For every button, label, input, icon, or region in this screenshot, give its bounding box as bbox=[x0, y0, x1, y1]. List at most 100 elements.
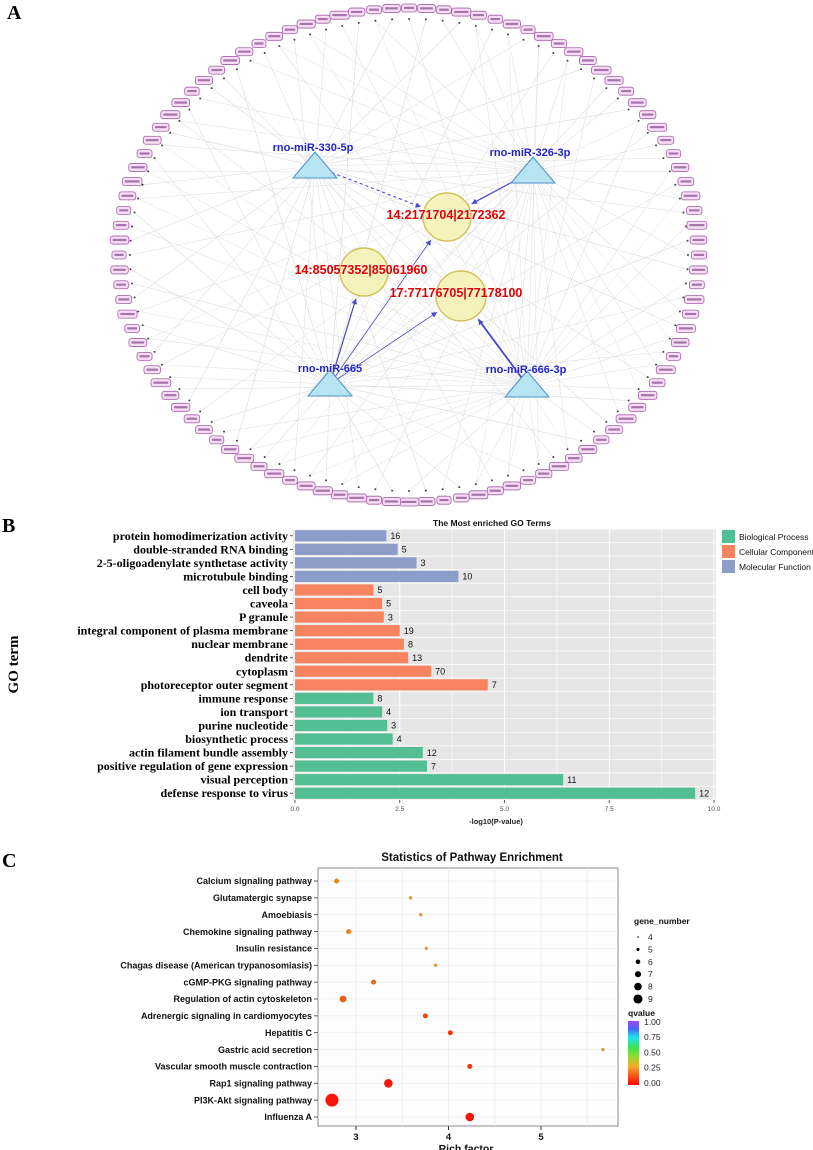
size-legend-label: 9 bbox=[648, 994, 653, 1004]
gene-node-anchor bbox=[178, 119, 181, 122]
pathway-label: Adrenergic signaling in cardiomyocytes bbox=[141, 1011, 312, 1021]
gene-node-text bbox=[489, 489, 501, 492]
gene-node-text bbox=[567, 50, 581, 53]
gene-node-text bbox=[351, 10, 363, 14]
pathway-dot bbox=[601, 1047, 605, 1052]
gene-node-text bbox=[401, 500, 417, 503]
gene-mirna-edge bbox=[507, 384, 528, 476]
legend-swatch bbox=[722, 545, 735, 558]
gene-mirna-edge bbox=[532, 170, 639, 390]
gene-mirna-edge bbox=[138, 170, 534, 312]
gene-mirna-edge bbox=[329, 240, 688, 385]
color-legend-tick-label: 0.75 bbox=[644, 1032, 661, 1042]
gene-mirna-edge bbox=[236, 165, 316, 441]
bar-count-label: 10 bbox=[462, 572, 472, 582]
gene-node-text bbox=[490, 17, 501, 21]
gene-node-anchor bbox=[458, 486, 461, 489]
gene-node-anchor bbox=[424, 489, 427, 492]
gene-node-anchor bbox=[522, 38, 525, 41]
gene-mirna-edge bbox=[279, 45, 534, 172]
gene-node-anchor bbox=[357, 21, 360, 24]
x-tick-label: 5 bbox=[538, 1132, 544, 1143]
gene-node-text bbox=[607, 79, 621, 82]
pathway-label: Amoebiasis bbox=[261, 910, 312, 920]
gene-node-anchor bbox=[687, 254, 689, 256]
gene-node-anchor bbox=[147, 170, 150, 173]
x-tick-label: 4 bbox=[446, 1132, 452, 1143]
gene-node-text bbox=[439, 498, 449, 502]
gene-node-anchor bbox=[222, 77, 225, 80]
gene-node-text bbox=[668, 355, 679, 358]
gene-node-text bbox=[114, 253, 124, 256]
gene-node-text bbox=[187, 90, 197, 93]
color-legend-tick-label: 0.50 bbox=[644, 1047, 661, 1057]
gene-node-anchor bbox=[593, 77, 596, 80]
go-term-label: defense response to virus bbox=[161, 786, 289, 800]
gene-node-text bbox=[237, 457, 252, 460]
gene-node-text bbox=[223, 448, 237, 451]
pathway-enrichment-dot-plot: Statistics of Pathway Enrichment Calcium … bbox=[120, 852, 690, 1150]
gene-node-anchor bbox=[668, 170, 671, 173]
circrna-label: 14:2171704|2172362 bbox=[387, 208, 506, 222]
gene-mirna-edge bbox=[148, 170, 534, 339]
gene-node-text bbox=[581, 59, 594, 62]
size-legend-dot bbox=[637, 936, 639, 938]
gene-mirna-edge bbox=[342, 384, 528, 485]
gene-node-anchor bbox=[506, 474, 509, 477]
gene-mirna-edge bbox=[129, 170, 534, 256]
gene-node-text bbox=[317, 17, 328, 21]
gene-node-anchor bbox=[627, 108, 630, 111]
go-bar bbox=[295, 543, 398, 555]
gene-node-anchor bbox=[678, 310, 681, 313]
gene-mirna-edge bbox=[154, 157, 331, 385]
gene-node-anchor bbox=[474, 483, 477, 486]
gene-mirna-edge bbox=[526, 60, 568, 386]
pathway-dot bbox=[447, 1030, 453, 1036]
gene-node-text bbox=[683, 194, 698, 197]
gene-node-text bbox=[284, 28, 296, 31]
gene-mirna-edge bbox=[138, 311, 528, 386]
gene-mirna-edge bbox=[532, 170, 681, 312]
gene-node-text bbox=[673, 341, 687, 344]
go-bar bbox=[295, 638, 404, 650]
gene-mirna-edge bbox=[138, 170, 534, 199]
gene-mirna-edge bbox=[526, 283, 687, 386]
go-bar bbox=[295, 665, 432, 677]
gene-node-text bbox=[212, 438, 222, 441]
circrna-node bbox=[422, 192, 472, 242]
mirna-label: rno-miR-665 bbox=[298, 363, 362, 375]
gene-mirna-edge bbox=[526, 384, 639, 390]
gene-mirna-edge bbox=[279, 170, 534, 465]
gene-node-text bbox=[197, 79, 211, 82]
gene-node-text bbox=[119, 209, 129, 212]
gene-mirna-edge bbox=[532, 98, 619, 172]
gene-node-text bbox=[118, 298, 130, 301]
mirna-node bbox=[291, 151, 339, 179]
gene-node-anchor bbox=[129, 254, 131, 256]
network-core-nodes: 14:2171704|2172362 14:85057352|85061960 17… bbox=[272, 142, 571, 398]
gene-mirna-edge bbox=[526, 198, 681, 386]
bar-count-label: 19 bbox=[404, 626, 414, 636]
gene-node-text bbox=[223, 59, 237, 62]
gene-node-anchor bbox=[169, 131, 172, 134]
gene-node-anchor bbox=[249, 448, 252, 451]
gene-mirna-edge bbox=[236, 69, 331, 385]
go-term-label: integral component of plasma membrane bbox=[77, 624, 288, 638]
gene-node-anchor bbox=[682, 211, 685, 214]
gene-node-text bbox=[680, 180, 692, 183]
legend-label: Molecular Function bbox=[739, 562, 811, 572]
gene-node-anchor bbox=[160, 144, 163, 147]
bar-count-label: 12 bbox=[699, 788, 709, 798]
gene-mirna-edge bbox=[314, 68, 582, 167]
gene-mirna-edge bbox=[264, 52, 316, 167]
pathway-dot bbox=[465, 1112, 475, 1122]
go-term-label: purine nucleotide bbox=[198, 718, 288, 732]
gene-mirna-edge bbox=[532, 46, 539, 172]
gene-mirna-edge bbox=[148, 338, 528, 386]
edge-arrowhead-icon bbox=[414, 202, 421, 208]
gene-node-anchor bbox=[537, 462, 540, 465]
gene-node-text bbox=[551, 465, 567, 468]
x-tick-label: 0.0 bbox=[290, 806, 299, 813]
go-term-label: cell body bbox=[242, 583, 288, 597]
size-legend-dot bbox=[635, 959, 641, 965]
